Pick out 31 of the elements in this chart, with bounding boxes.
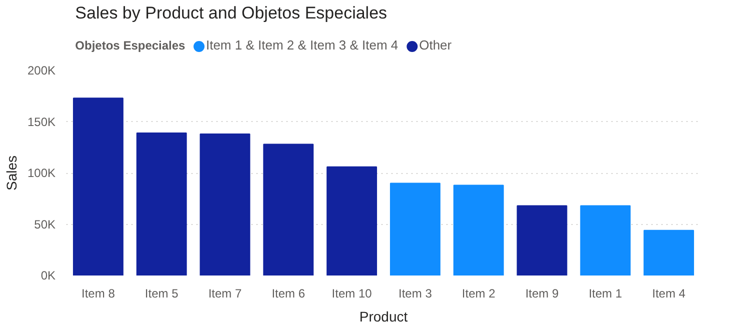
chart-title: Sales by Product and Objetos Especiales <box>75 4 388 22</box>
y-axis-title: Sales <box>3 155 20 191</box>
x-tick-label: Item 10 <box>332 286 372 300</box>
bar <box>390 182 440 276</box>
legend-label: Item 1 & Item 2 & Item 3 & Item 4 <box>206 38 398 52</box>
x-tick-label: Item 2 <box>462 286 496 300</box>
bar <box>136 132 187 276</box>
x-tick-label: Item 9 <box>525 286 559 300</box>
bar <box>326 166 378 276</box>
bar <box>453 184 504 276</box>
legend-label: Other <box>419 38 452 52</box>
bar <box>516 205 568 276</box>
x-tick-label: Item 8 <box>82 286 116 300</box>
x-tick-label: Item 6 <box>272 286 306 300</box>
y-tick-label: 50K <box>34 217 56 232</box>
legend-title: Objetos Especiales <box>75 38 186 52</box>
x-tick-label: Item 4 <box>652 286 686 300</box>
x-axis-title: Product <box>359 308 408 324</box>
x-tick-label: Item 5 <box>144 286 179 300</box>
y-tick-label: 0K <box>40 268 56 282</box>
bar <box>263 144 314 276</box>
bar <box>580 205 631 276</box>
bar <box>72 98 124 276</box>
x-tick-label: Item 1 <box>588 286 622 300</box>
y-tick-label: 200K <box>27 64 56 78</box>
bar <box>200 134 250 276</box>
bar <box>644 230 694 276</box>
y-tick-label: 100K <box>27 166 56 180</box>
y-tick-label: 150K <box>27 114 56 129</box>
x-tick-label: Item 3 <box>398 286 432 300</box>
x-tick-label: Item 7 <box>208 286 242 300</box>
